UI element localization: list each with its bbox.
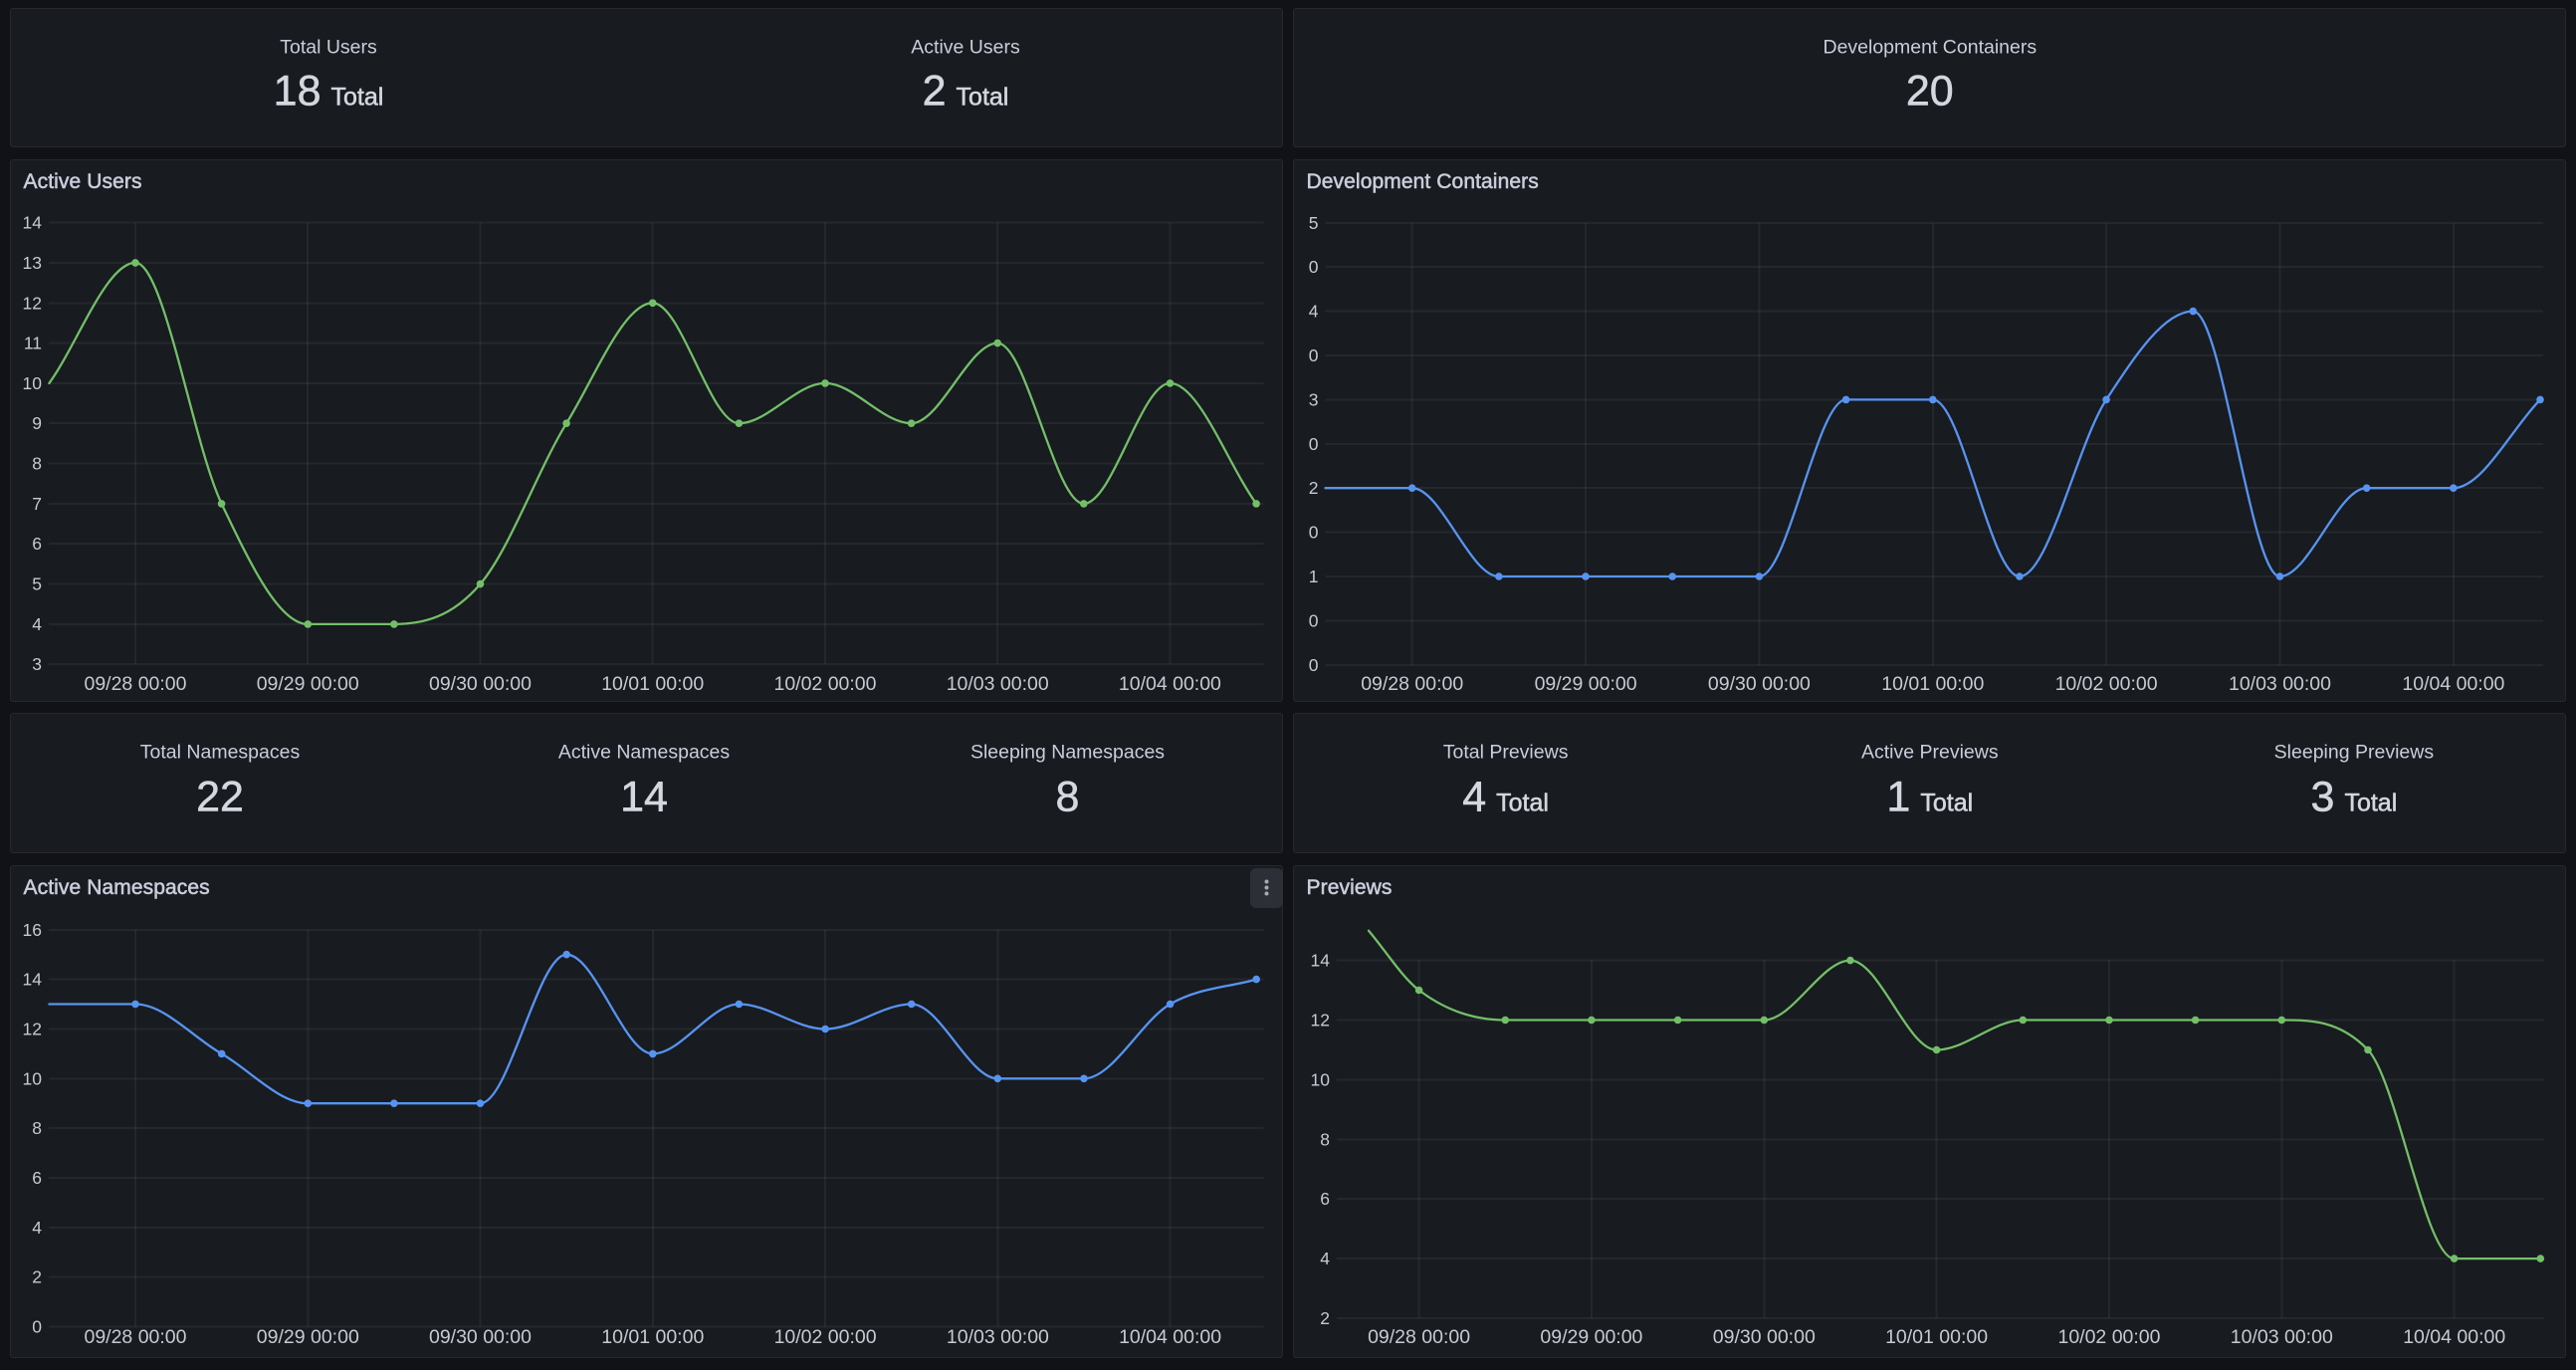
svg-text:0: 0 xyxy=(32,1317,42,1337)
svg-text:0: 0 xyxy=(1309,257,1319,277)
svg-text:09/29 00:00: 09/29 00:00 xyxy=(257,673,359,695)
svg-text:4: 4 xyxy=(32,614,42,634)
svg-text:10/03 00:00: 10/03 00:00 xyxy=(947,673,1049,695)
svg-text:12: 12 xyxy=(1311,1011,1330,1030)
svg-text:8: 8 xyxy=(1320,1129,1330,1149)
svg-text:3: 3 xyxy=(1309,389,1319,409)
svg-text:10/01 00:00: 10/01 00:00 xyxy=(601,1326,704,1348)
svg-text:12: 12 xyxy=(23,1020,42,1039)
svg-text:2: 2 xyxy=(32,1267,42,1287)
svg-text:10/01 00:00: 10/01 00:00 xyxy=(1881,673,1984,695)
svg-text:10/02 00:00: 10/02 00:00 xyxy=(774,1326,877,1348)
svg-text:8: 8 xyxy=(32,454,42,474)
svg-text:8: 8 xyxy=(32,1118,42,1138)
svg-text:10/04 00:00: 10/04 00:00 xyxy=(2402,673,2504,695)
svg-text:10/01 00:00: 10/01 00:00 xyxy=(601,673,704,695)
svg-text:0: 0 xyxy=(1309,434,1319,454)
svg-text:6: 6 xyxy=(32,534,42,554)
svg-text:14: 14 xyxy=(23,970,43,990)
svg-text:10/01 00:00: 10/01 00:00 xyxy=(1885,1326,1988,1348)
svg-text:5: 5 xyxy=(32,574,42,594)
svg-text:4: 4 xyxy=(1320,1249,1330,1268)
svg-text:0: 0 xyxy=(1309,523,1319,543)
svg-text:10/02 00:00: 10/02 00:00 xyxy=(773,673,876,695)
svg-text:09/28 00:00: 09/28 00:00 xyxy=(84,1326,186,1348)
svg-text:0: 0 xyxy=(1309,610,1319,630)
svg-text:13: 13 xyxy=(23,253,42,273)
svg-text:0: 0 xyxy=(1309,345,1319,365)
svg-text:16: 16 xyxy=(23,920,42,940)
svg-text:6: 6 xyxy=(32,1168,42,1188)
svg-text:09/30 00:00: 09/30 00:00 xyxy=(429,673,532,695)
svg-text:7: 7 xyxy=(32,494,42,514)
svg-text:10/02 00:00: 10/02 00:00 xyxy=(2057,1326,2160,1348)
svg-text:4: 4 xyxy=(1309,302,1319,322)
svg-text:10/03 00:00: 10/03 00:00 xyxy=(947,1326,1049,1348)
svg-text:2: 2 xyxy=(1320,1308,1330,1328)
svg-text:6: 6 xyxy=(1320,1189,1330,1209)
svg-text:1: 1 xyxy=(1309,567,1319,586)
svg-text:3: 3 xyxy=(32,654,42,674)
svg-text:12: 12 xyxy=(23,293,42,313)
svg-text:10: 10 xyxy=(23,373,43,393)
svg-text:09/28 00:00: 09/28 00:00 xyxy=(84,673,186,695)
svg-text:09/29 00:00: 09/29 00:00 xyxy=(1540,1326,1642,1348)
svg-text:10/04 00:00: 10/04 00:00 xyxy=(1119,1326,1221,1348)
svg-text:2: 2 xyxy=(1309,478,1319,498)
svg-text:09/30 00:00: 09/30 00:00 xyxy=(429,1326,532,1348)
svg-text:10/03 00:00: 10/03 00:00 xyxy=(2231,1326,2333,1348)
svg-text:10/04 00:00: 10/04 00:00 xyxy=(2403,1326,2505,1348)
svg-text:14: 14 xyxy=(23,213,43,233)
svg-text:09/30 00:00: 09/30 00:00 xyxy=(1713,1326,1816,1348)
svg-text:10/02 00:00: 10/02 00:00 xyxy=(2055,673,2158,695)
svg-text:9: 9 xyxy=(32,413,42,433)
svg-text:10/03 00:00: 10/03 00:00 xyxy=(2229,673,2331,695)
svg-text:10: 10 xyxy=(23,1068,43,1088)
svg-text:09/29 00:00: 09/29 00:00 xyxy=(1535,673,1637,695)
svg-text:5: 5 xyxy=(1309,213,1319,233)
svg-text:10: 10 xyxy=(1311,1069,1331,1089)
svg-text:4: 4 xyxy=(32,1218,42,1238)
svg-text:09/28 00:00: 09/28 00:00 xyxy=(1368,1326,1470,1348)
svg-text:09/30 00:00: 09/30 00:00 xyxy=(1708,673,1811,695)
svg-text:10/04 00:00: 10/04 00:00 xyxy=(1119,673,1221,695)
svg-text:11: 11 xyxy=(24,334,42,353)
svg-text:0: 0 xyxy=(1309,655,1319,675)
svg-text:14: 14 xyxy=(1311,951,1331,971)
svg-text:09/29 00:00: 09/29 00:00 xyxy=(257,1326,359,1348)
svg-text:09/28 00:00: 09/28 00:00 xyxy=(1361,673,1463,695)
